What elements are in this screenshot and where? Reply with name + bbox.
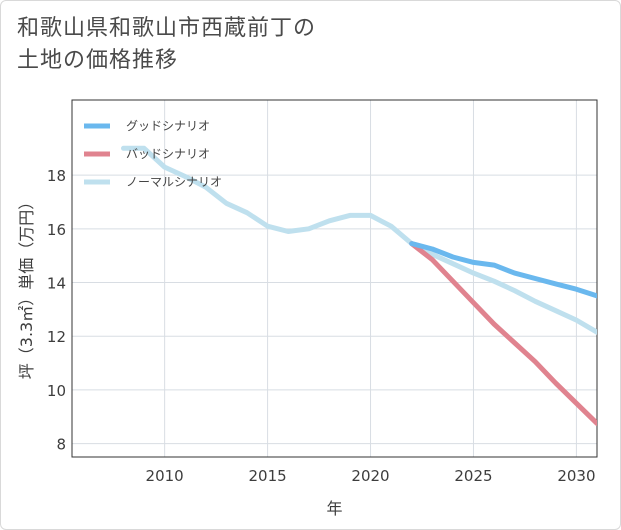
plot-area-frame — [71, 99, 598, 458]
chart-title-line-1: 和歌山県和歌山市西蔵前丁の — [17, 16, 317, 41]
x-axis-title: 年 — [326, 499, 342, 518]
x-tick-label: 2015 — [248, 467, 286, 485]
chart-title: 和歌山県和歌山市西蔵前丁の 土地の価格推移 — [17, 13, 577, 77]
y-tick-label: 16 — [47, 221, 66, 239]
x-tick-label: 2020 — [351, 467, 389, 485]
bad-scenario-line — [409, 241, 597, 426]
y-tick-label: 18 — [47, 167, 66, 185]
legend-item-normal-label: ノーマルシナリオ — [126, 175, 222, 189]
x-tick-label: 2030 — [557, 467, 595, 485]
x-tick-label: 2010 — [146, 467, 184, 485]
y-tick-label: 12 — [47, 328, 66, 346]
y-axis-title: 坪（3.3㎡）単価（万円） — [17, 194, 36, 379]
legend-item-bad-label: バッドシナリオ — [126, 147, 210, 161]
normal-scenario-line — [121, 145, 597, 335]
series-layer — [121, 145, 597, 426]
legend-item-good-label: グッドシナリオ — [126, 119, 210, 133]
chart-title-line-2: 土地の価格推移 — [17, 48, 179, 73]
y-tick-label: 14 — [47, 275, 66, 293]
y-tick-labels: 8 10 12 14 16 18 — [47, 167, 66, 453]
x-tick-label: 2025 — [454, 467, 492, 485]
y-tick-label: 8 — [56, 436, 66, 454]
good-scenario-line — [409, 241, 597, 299]
x-tick-labels: 2010 2015 2020 2025 2030 — [146, 467, 596, 485]
y-tick-label: 10 — [47, 382, 66, 400]
